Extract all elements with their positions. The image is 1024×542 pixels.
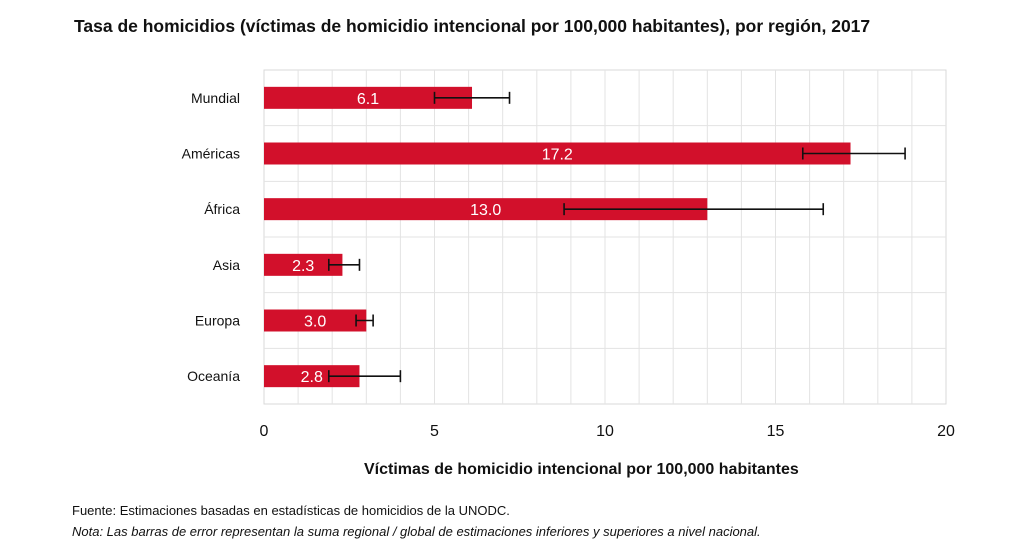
x-tick-label: 0 xyxy=(260,423,269,440)
data-label: 17.2 xyxy=(542,147,573,164)
category-label: Asia xyxy=(213,257,240,273)
data-label: 3.0 xyxy=(304,314,326,331)
data-label: 6.1 xyxy=(357,91,379,108)
x-tick-label: 5 xyxy=(430,423,439,440)
category-label: Oceanía xyxy=(187,368,240,384)
category-label: Américas xyxy=(182,146,240,162)
category-label: Mundial xyxy=(191,90,240,106)
x-tick-label: 10 xyxy=(596,423,614,440)
data-label: 13.0 xyxy=(470,202,501,219)
source-note: Fuente: Estimaciones basadas en estadíst… xyxy=(72,503,510,518)
x-tick-label: 20 xyxy=(937,423,955,440)
bar xyxy=(264,142,851,165)
data-label: 2.3 xyxy=(292,258,314,275)
bar xyxy=(264,253,343,276)
category-label: Europa xyxy=(195,313,240,329)
data-label: 2.8 xyxy=(301,369,323,386)
chart-title: Tasa de homicidios (víctimas de homicidi… xyxy=(74,16,871,36)
bar xyxy=(264,309,367,332)
x-axis-label: Víctimas de homicidio intencional por 10… xyxy=(364,461,799,478)
bar xyxy=(264,365,360,388)
x-tick-label: 15 xyxy=(767,423,785,440)
bar xyxy=(264,86,473,109)
footnote: Nota: Las barras de error representan la… xyxy=(72,524,761,539)
bar xyxy=(264,198,708,221)
category-label: África xyxy=(204,201,240,217)
